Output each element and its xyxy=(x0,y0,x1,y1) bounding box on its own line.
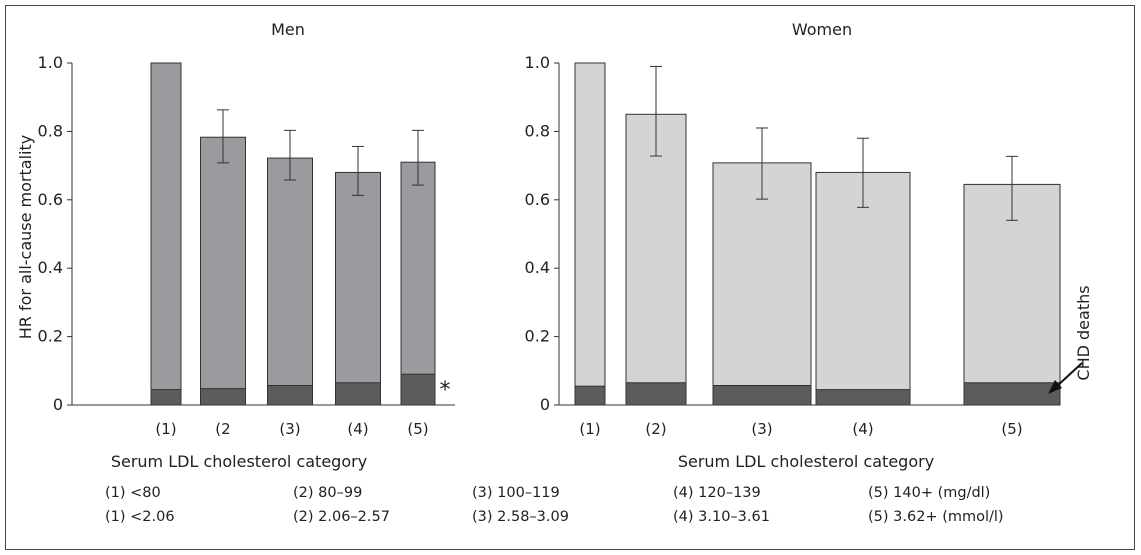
chart-title-women: Women xyxy=(792,20,852,39)
men-bar-chd xyxy=(267,385,313,406)
women-y-tick-label: 0 xyxy=(540,395,550,414)
women-category-label: (2) xyxy=(645,420,666,438)
women-bar-total xyxy=(625,113,687,406)
legend-mgdl-2: (2) 80–99 xyxy=(293,485,362,501)
women-y-tick-label: 0.6 xyxy=(525,190,550,209)
women-category-label: (3) xyxy=(751,420,772,438)
legend-mgdl-1: (1) <80 xyxy=(105,485,161,501)
category-legend: (1) <80 (2) 80–99 (3) 100–119 (4) 120–13… xyxy=(105,485,1004,525)
men-bar-total xyxy=(335,171,381,406)
men-panel: 0 0.2 0.4 0.6 0.8 1.0 (1) (2 (3) (4) (5) xyxy=(38,53,455,438)
women-y-tick-label: 0.2 xyxy=(525,327,550,346)
men-bar-chd xyxy=(400,373,436,406)
legend-mmol-2: (2) 2.06–2.57 xyxy=(293,509,390,525)
men-category-label: (1) xyxy=(155,420,176,438)
men-bar-chd xyxy=(200,388,246,406)
men-bar-total xyxy=(267,157,313,406)
women-bar-chd xyxy=(574,385,606,406)
women-category-label: (1) xyxy=(579,420,600,438)
chart-title-men: Men xyxy=(271,20,305,39)
women-category-label: (4) xyxy=(852,420,873,438)
women-bar-chd xyxy=(815,389,911,406)
men-y-tick-label: 0.6 xyxy=(38,190,63,209)
men-bar-total xyxy=(150,62,182,406)
men-y-tick-label: 1.0 xyxy=(38,53,63,72)
men-y-tick-label: 0.2 xyxy=(38,327,63,346)
women-category-label: (5) xyxy=(1001,420,1022,438)
women-bar-chd xyxy=(625,382,687,406)
men-category-label: (5) xyxy=(407,420,428,438)
chd-deaths-annotation: CHD deaths xyxy=(1074,285,1093,380)
chd-arrow xyxy=(1048,362,1083,394)
women-bar-total xyxy=(574,62,606,406)
figure-frame: 0 0.2 0.4 0.6 0.8 1.0 (1) (2 (3) (4) (5) 0 0.2 0.4 0.… xyxy=(5,5,1135,550)
x-axis-label-women: Serum LDL cholesterol category xyxy=(678,452,934,471)
women-y-tick-label: 0.8 xyxy=(525,121,550,140)
y-axis-label-men: HR for all-cause mortality xyxy=(16,135,35,339)
women-bar-chd xyxy=(712,385,812,406)
legend-mgdl-5: (5) 140+ (mg/dl) xyxy=(868,485,990,501)
chart-canvas: 0 0.2 0.4 0.6 0.8 1.0 (1) (2 (3) (4) (5) 0 0.2 0.4 0.… xyxy=(5,5,1135,550)
women-bar-total xyxy=(712,162,812,406)
men-y-tick-label: 0.4 xyxy=(38,258,63,277)
legend-mmol-1: (1) <2.06 xyxy=(105,509,175,525)
legend-mgdl-3: (3) 100–119 xyxy=(472,485,560,501)
men-category-label: (4) xyxy=(347,420,368,438)
legend-mmol-3: (3) 2.58–3.09 xyxy=(472,509,569,525)
women-bar-total xyxy=(815,171,911,406)
significance-asterisk: * xyxy=(440,378,451,403)
men-bar-total xyxy=(200,136,246,406)
legend-mmol-4: (4) 3.10–3.61 xyxy=(673,509,770,525)
women-bar-chd xyxy=(963,382,1061,406)
men-category-label: (3) xyxy=(279,420,300,438)
women-y-tick-label: 1.0 xyxy=(525,53,550,72)
men-category-label: (2 xyxy=(215,420,230,438)
figure-border xyxy=(5,5,1135,550)
x-axis-label-men: Serum LDL cholesterol category xyxy=(111,452,367,471)
men-y-tick-label: 0.8 xyxy=(38,121,63,140)
women-y-tick-label: 0.4 xyxy=(525,258,550,277)
legend-mmol-5: (5) 3.62+ (mmol/l) xyxy=(868,509,1004,525)
legend-mgdl-4: (4) 120–139 xyxy=(673,485,761,501)
men-bar-chd xyxy=(150,389,182,406)
men-bar-total xyxy=(400,161,436,406)
men-y-tick-label: 0 xyxy=(53,395,63,414)
women-panel: 0 0.2 0.4 0.6 0.8 1.0 (1) (2) (3) (4) (5) xyxy=(525,53,1061,438)
men-bar-chd xyxy=(335,382,381,406)
women-bar-total xyxy=(963,183,1061,406)
